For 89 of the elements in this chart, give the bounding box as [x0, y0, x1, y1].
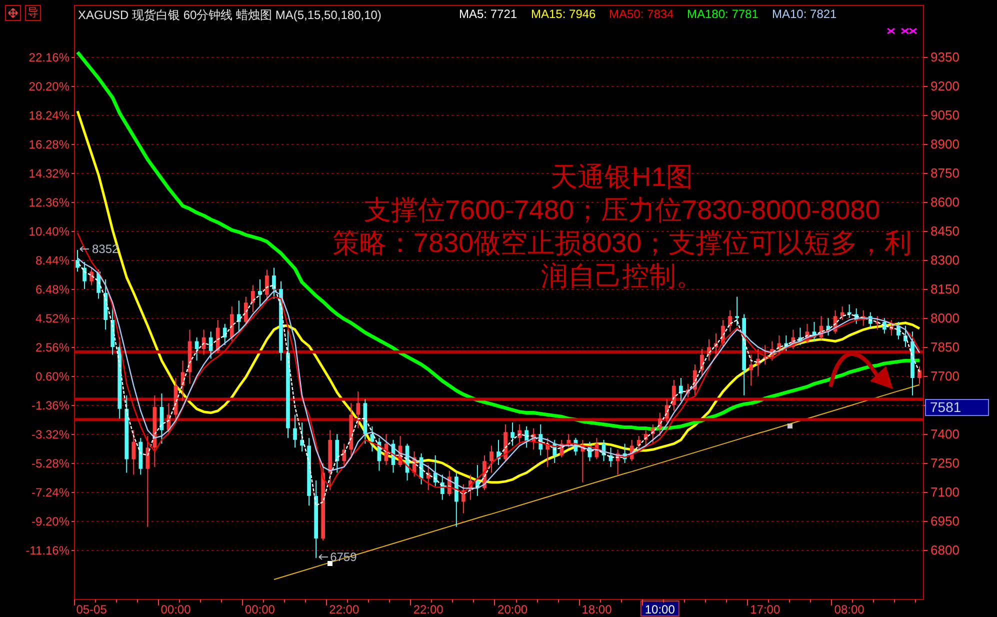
x-tick-label: 17:00: [750, 602, 780, 616]
y2-tick-label: -9.20%: [31, 514, 70, 529]
x-tick-label: 22:00: [413, 602, 444, 616]
candlestick: [90, 267, 94, 286]
x-tick-label: 18:00: [582, 602, 612, 616]
x-tick-label: 22:00: [329, 602, 360, 616]
candlestick: [510, 422, 514, 446]
candlestick: [76, 249, 80, 272]
candlestick: [918, 366, 922, 384]
candlestick: [847, 304, 852, 319]
y2-tick-label: 8.44%: [35, 254, 70, 268]
y2-tick-label: 18.24%: [28, 108, 70, 123]
candlestick: [749, 354, 754, 386]
y-tick-label: 7250: [930, 456, 960, 471]
text: MA15: 7946: [531, 7, 596, 21]
y-tick-label: 8450: [930, 224, 960, 239]
text: MA180: 7781: [687, 7, 759, 21]
y2-tick-label: 10.40%: [28, 224, 70, 239]
annotation: 策略：7830做空止损8030；支撑位可以短多，利润自己控制。: [331, 227, 913, 293]
candlestick: [518, 424, 522, 444]
candlestick: [490, 445, 494, 474]
y-tick-label: 7700: [930, 368, 960, 384]
ref-line-label: 7581: [925, 399, 989, 416]
y-tick-label: 7400: [930, 426, 960, 442]
text: MA50: 7834: [609, 7, 674, 21]
y-tick-label: 7100: [930, 484, 960, 500]
candlestick: [335, 434, 340, 474]
y2-tick-label: -3.32%: [31, 428, 70, 442]
y2-tick-label: 6.48%: [35, 282, 70, 297]
y2-tick-label: 20.20%: [28, 80, 70, 94]
x-tick-label: 20:00: [498, 602, 528, 616]
y-tick-label: 9200: [930, 78, 960, 94]
candlestick: [82, 261, 86, 290]
y2-tick-label: 12.36%: [28, 196, 70, 210]
candlestick: [672, 379, 676, 412]
y-tick-label: 7850: [930, 340, 960, 355]
candlestick: [250, 284, 255, 313]
text: MA10: 7821: [772, 7, 838, 21]
y2-tick-label: 4.52%: [35, 312, 70, 326]
candlestick: [208, 331, 213, 360]
candlestick: [728, 310, 732, 332]
y2-tick-label: 2.56%: [35, 340, 70, 355]
candlestick: [293, 414, 297, 448]
candlestick: [265, 269, 269, 302]
y-tick-label: 9050: [930, 108, 960, 123]
text: MA5: 7721: [459, 7, 518, 21]
y-tick-label: 8300: [930, 252, 960, 268]
y-tick-label: 8750: [930, 166, 960, 181]
y-tick-label: 9350: [930, 50, 960, 65]
candlestick: [222, 323, 227, 346]
y-tick-label: 8000: [930, 310, 960, 326]
y2-tick-label: 22.16%: [28, 50, 70, 65]
y2-tick-label: -5.28%: [31, 456, 70, 471]
y2-tick-label: -7.24%: [31, 486, 70, 500]
x-tick-label: 00:00: [244, 602, 276, 616]
candlestick: [216, 319, 220, 354]
candlestick: [244, 296, 248, 326]
annotation: 天通银H1图: [550, 161, 694, 194]
candlestick: [735, 296, 739, 326]
candlestick: [658, 412, 662, 436]
candlestick: [756, 348, 760, 377]
candlestick: [272, 267, 276, 300]
candlestick: [700, 348, 704, 377]
y-tick-label: 6950: [930, 514, 960, 529]
candlestick: [679, 377, 683, 402]
y2-tick-label: 16.28%: [28, 138, 70, 152]
x-tick-label: 10:00: [644, 602, 676, 616]
candlestick: [777, 334, 782, 356]
candlestick: [146, 436, 150, 528]
x-tick-label: 08:00: [834, 602, 865, 616]
y2-tick-label: 0.60%: [35, 370, 70, 384]
x-tick-label: 00:00: [160, 602, 192, 616]
y2-tick-label: 14.32%: [28, 166, 70, 181]
candlestick: [707, 338, 711, 362]
y-tick-label: 8900: [930, 136, 960, 152]
y2-tick-label: -1.36%: [31, 398, 70, 413]
candlestick: [230, 306, 234, 342]
y-tick-label: 8150: [930, 282, 960, 297]
y-tick-label: 8600: [930, 194, 960, 210]
y-tick-label: 6800: [930, 542, 960, 558]
candlestick: [132, 430, 136, 476]
candlestick: [356, 391, 360, 429]
annotation: 支撑位7600-7480；压力位7830-8000-8080: [362, 194, 882, 227]
candlestick: [664, 398, 669, 423]
x-tick-label: 05-05: [76, 602, 108, 616]
line-series: [273, 384, 920, 580]
text-button: 导: [25, 5, 41, 21]
y2-tick-label: -11.16%: [26, 544, 70, 558]
chart-title: XAGUSD 现货白银 60分钟线 蜡烛图 MA(5,15,50,180,10): [78, 8, 382, 22]
